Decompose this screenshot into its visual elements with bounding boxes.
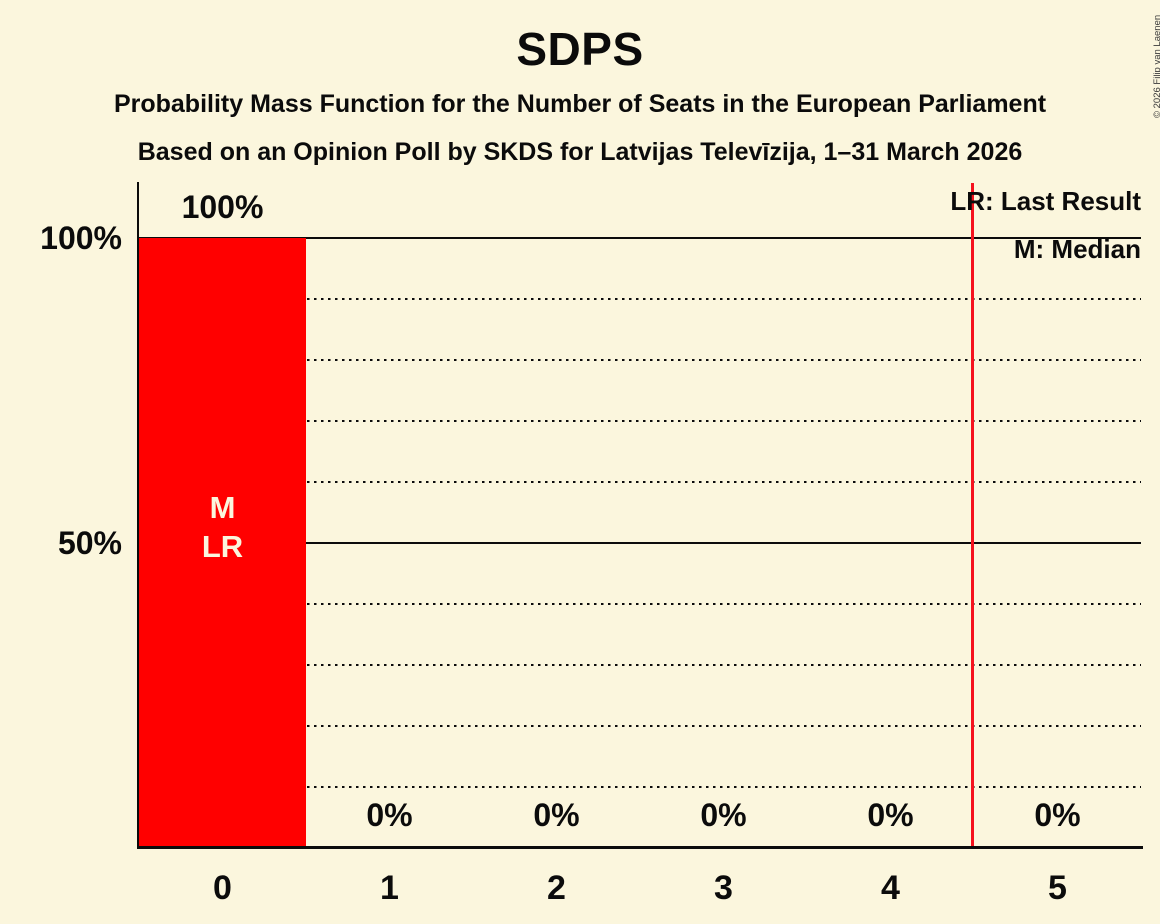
x-axis-line — [137, 846, 1143, 849]
gridline-80pct — [139, 359, 1141, 362]
gridline-30pct — [139, 664, 1141, 667]
poll-details-subtitle: Based on an Opinion Poll by SKDS for Lat… — [137, 138, 1023, 166]
y-tick-label-100: 100% — [40, 220, 122, 256]
last-result-line — [971, 183, 974, 846]
x-tick-label-5: 5 — [1048, 869, 1067, 907]
gridline-60pct — [139, 481, 1141, 484]
x-tick-label-4: 4 — [881, 869, 900, 907]
bar-value-label-4: 0% — [867, 797, 914, 833]
bar-value-label-5: 0% — [1034, 797, 1081, 833]
x-tick-label-1: 1 — [380, 869, 399, 907]
x-tick-label-3: 3 — [714, 869, 733, 907]
bar-value-label-3: 0% — [700, 797, 747, 833]
gridline-20pct — [139, 725, 1141, 728]
x-tick-label-2: 2 — [547, 869, 566, 907]
median-marker: M — [209, 490, 236, 525]
gridline-50pct — [139, 542, 1141, 545]
x-tick-label-0: 0 — [213, 869, 232, 907]
gridline-70pct — [139, 420, 1141, 423]
last-result-marker: LR — [201, 529, 244, 564]
gridline-10pct — [139, 786, 1141, 789]
y-tick-label-50: 50% — [57, 525, 122, 561]
gridline-40pct — [139, 603, 1141, 606]
y-axis-line — [137, 182, 139, 848]
bar-value-label-0: 100% — [181, 189, 264, 225]
bar-value-label-1: 0% — [366, 797, 413, 833]
gridline-100pct — [139, 237, 1141, 240]
chart-subtitle: Probability Mass Function for the Number… — [113, 90, 1047, 118]
gridline-90pct — [139, 298, 1141, 301]
legend-median: M: Median — [1013, 234, 1141, 264]
bar-value-label-2: 0% — [533, 797, 580, 833]
chart-title: SDPS — [516, 23, 644, 75]
probability-bar-0-seats — [139, 238, 306, 846]
legend-last-result: LR: Last Result — [950, 186, 1141, 216]
bar-median-lastresult-marker: M LR — [139, 488, 306, 566]
